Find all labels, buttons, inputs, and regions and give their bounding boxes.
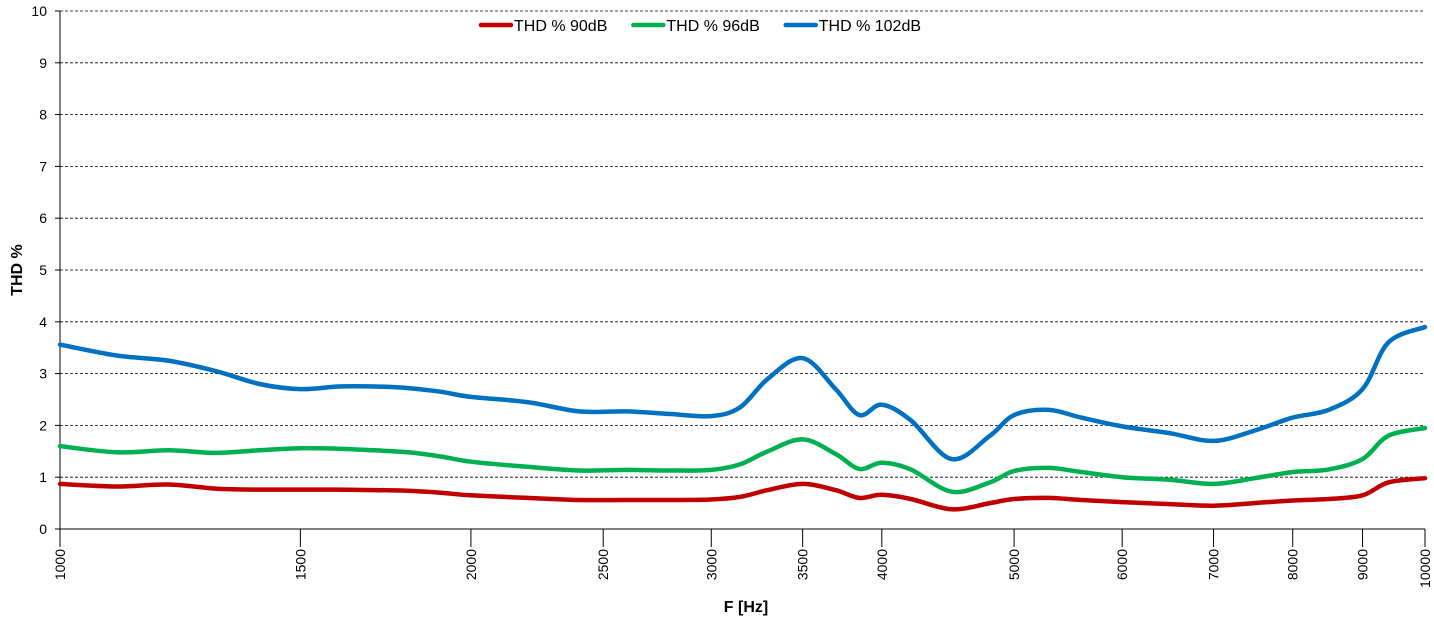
grid-lines	[60, 10, 1425, 478]
y-tick-label: 7	[39, 158, 47, 174]
x-tick-label: 3000	[703, 549, 719, 580]
y-tick-label: 10	[31, 3, 47, 19]
x-tick-label: 7000	[1206, 549, 1222, 580]
legend-item: THD % 102dB	[783, 18, 921, 35]
axes	[55, 10, 1426, 547]
legend-item: THD % 90dB	[478, 18, 607, 35]
series-line-0	[57, 475, 1428, 512]
y-tick-label: 8	[39, 107, 47, 123]
x-tick-label: 1500	[292, 549, 308, 580]
y-tick-label: 1	[39, 469, 47, 485]
legend-item: THD % 96dB	[631, 18, 760, 35]
x-tick-label: 6000	[1114, 549, 1130, 580]
y-tick-label: 3	[39, 366, 47, 382]
x-tick-label: 9000	[1355, 549, 1371, 580]
x-tick-label: 2000	[463, 549, 479, 580]
legend-label: THD % 102dB	[819, 18, 921, 35]
y-tick-labels: 0 1 2 3 4 5 6 7 8 9 10	[31, 3, 47, 537]
legend-label: THD % 90dB	[514, 18, 607, 35]
y-tick-label: 5	[39, 262, 47, 278]
series-line-2	[57, 324, 1428, 462]
x-tick-label: 4000	[874, 549, 890, 580]
x-tick-label: 8000	[1285, 549, 1301, 580]
x-tick-label: 3500	[795, 549, 811, 580]
x-tick-label: 2500	[595, 549, 611, 580]
y-tick-label: 2	[39, 417, 47, 433]
y-axis-title: THD %	[9, 244, 26, 296]
y-tick-label: 9	[39, 55, 47, 71]
y-tick-label: 0	[39, 521, 47, 537]
y-tick-label: 4	[39, 314, 47, 330]
x-tick-label: 1000	[52, 549, 68, 580]
x-tick-label: 5000	[1006, 549, 1022, 580]
series-lines	[57, 324, 1428, 512]
y-tick-label: 6	[39, 210, 47, 226]
x-axis-title: F [Hz]	[724, 599, 768, 616]
legend: THD % 90dB THD % 96dB THD % 102dB	[478, 18, 921, 35]
series-line-1	[57, 425, 1428, 495]
x-tick-labels: 1000 1500 2000 2500 3000 3500 4000 5000 6000 7000…	[52, 549, 1433, 588]
x-tick-label: 10000	[1417, 549, 1433, 588]
legend-label: THD % 96dB	[666, 18, 759, 35]
